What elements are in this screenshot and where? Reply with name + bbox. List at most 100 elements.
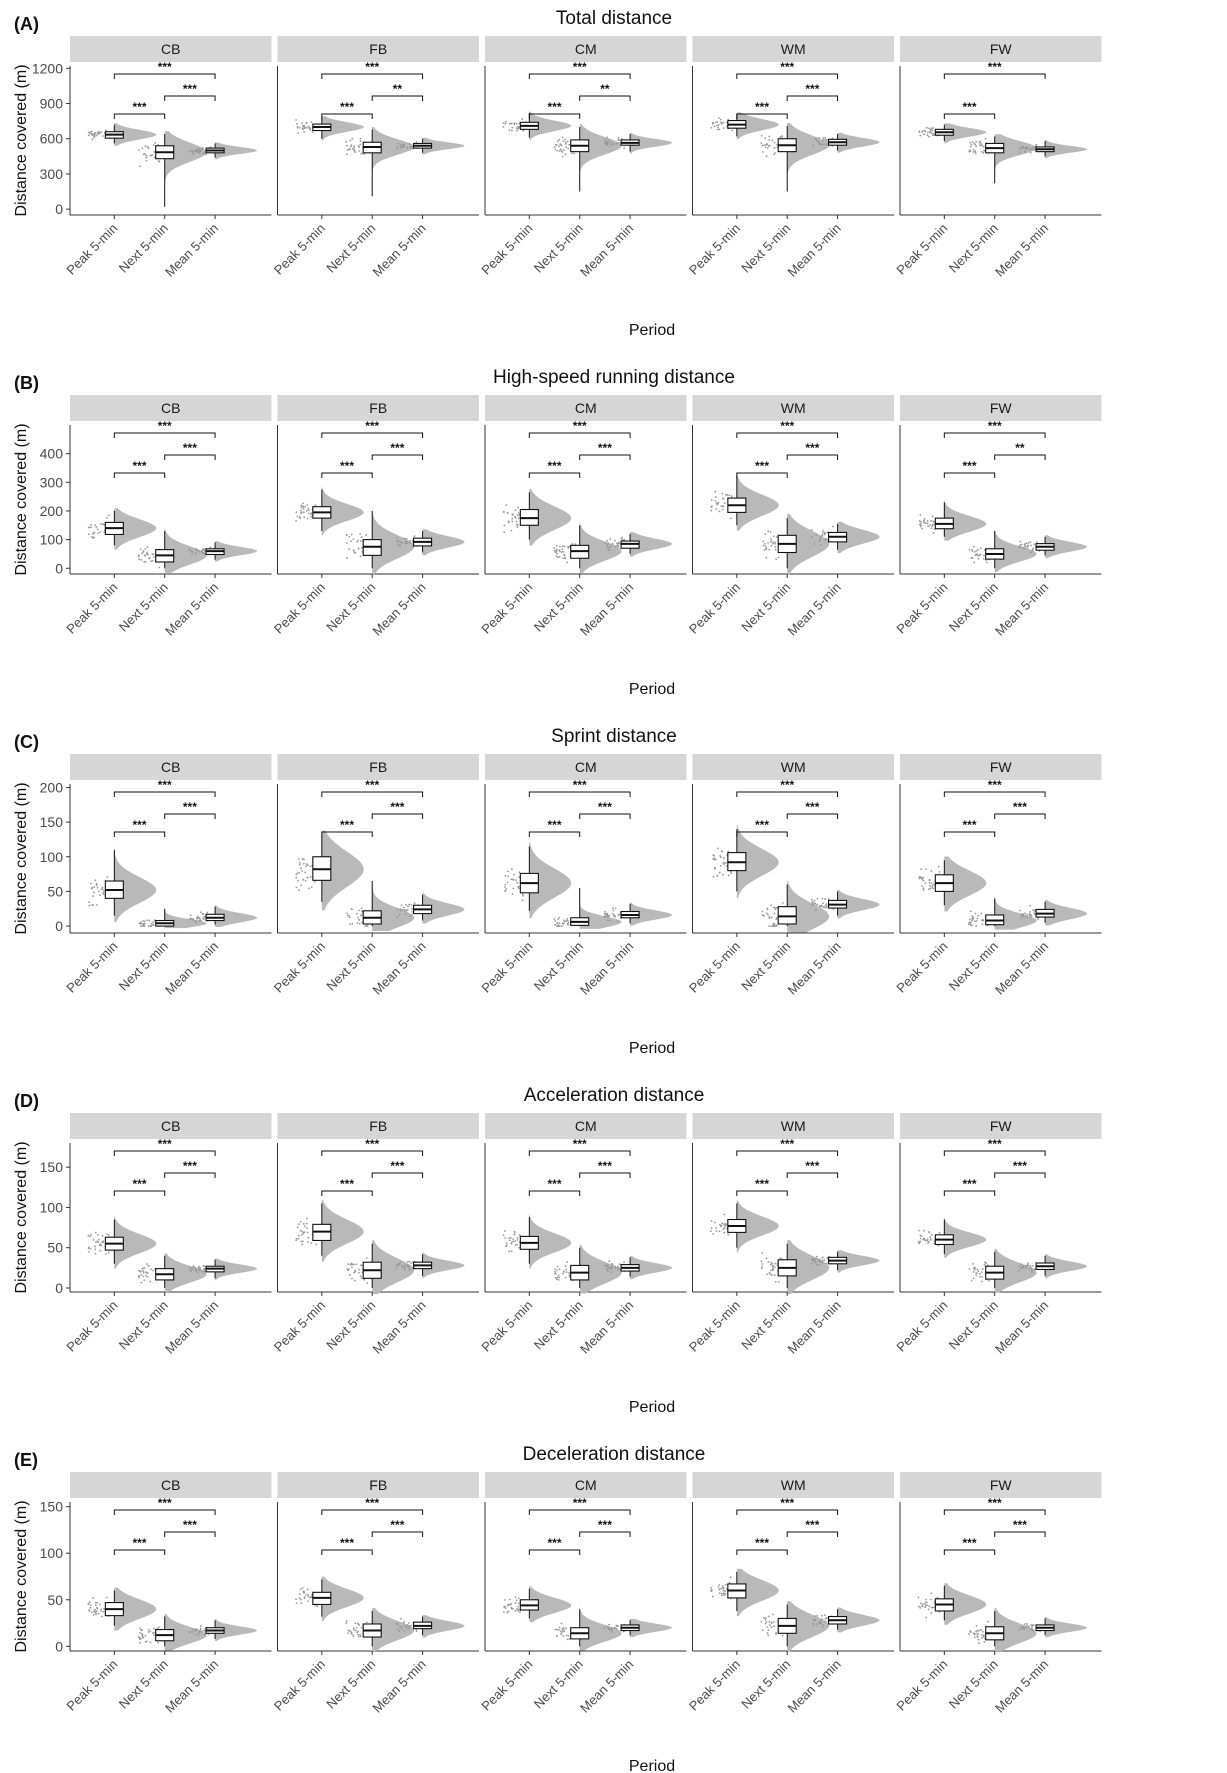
data-point <box>969 141 972 144</box>
data-point <box>980 912 983 915</box>
data-point <box>301 505 304 508</box>
data-point <box>195 1628 198 1630</box>
data-point <box>822 138 825 141</box>
bracket-line <box>528 1549 581 1555</box>
data-point <box>773 1625 775 1628</box>
data-point <box>710 499 713 501</box>
data-point <box>350 144 353 146</box>
significance-bracket: *** <box>528 1137 631 1156</box>
facet-label: CM <box>575 1477 597 1493</box>
data-point <box>553 918 556 920</box>
bracket-line <box>736 73 839 79</box>
data-point <box>761 1629 764 1632</box>
data-point <box>720 505 723 508</box>
bracket-line <box>113 73 216 79</box>
data-point <box>816 140 819 142</box>
data-point <box>517 517 520 520</box>
data-point <box>722 1587 725 1590</box>
data-point <box>566 923 569 926</box>
data-point <box>98 1238 100 1241</box>
data-point <box>300 506 303 509</box>
data-point <box>295 876 298 879</box>
data-point <box>199 1268 202 1271</box>
data-point <box>359 1264 362 1267</box>
data-point <box>604 140 607 143</box>
x-tick-label: Peak 5-min <box>271 580 328 637</box>
data-point <box>360 536 363 539</box>
data-point <box>976 554 979 557</box>
y-tick-label: 100 <box>40 1199 64 1215</box>
significance-bracket: *** <box>736 818 788 837</box>
data-point <box>614 907 617 910</box>
data-point <box>821 140 824 143</box>
data-point <box>147 1264 150 1267</box>
data-point <box>767 913 769 916</box>
data-point <box>975 1625 978 1627</box>
data-point <box>723 502 726 505</box>
data-point <box>353 146 355 149</box>
x-tick-label: Peak 5-min <box>893 580 950 637</box>
facet-strip <box>692 36 894 62</box>
data-point <box>760 1620 763 1623</box>
data-point <box>307 1600 310 1603</box>
x-tick-label: Peak 5-min <box>686 221 743 278</box>
data-point <box>191 1631 193 1633</box>
significance-label: *** <box>963 818 977 832</box>
data-point <box>725 865 728 867</box>
significance-bracket: *** <box>113 1177 166 1196</box>
data-point <box>938 871 941 873</box>
data-point <box>364 925 367 927</box>
density-cloud <box>529 842 572 919</box>
data-point <box>144 1641 147 1643</box>
significance-label: *** <box>133 1177 147 1191</box>
data-point <box>102 1241 104 1244</box>
data-point <box>197 1634 199 1637</box>
significance-label: *** <box>963 100 977 114</box>
data-point <box>978 1642 981 1645</box>
data-point <box>558 922 561 925</box>
data-point <box>361 152 363 155</box>
data-point <box>206 911 209 914</box>
data-point <box>986 561 988 564</box>
data-point <box>1029 541 1032 543</box>
data-point <box>766 908 769 911</box>
bracket-line <box>994 813 1046 819</box>
data-point <box>813 902 816 905</box>
data-point <box>770 925 773 927</box>
significance-bracket: *** <box>943 1536 996 1555</box>
data-point <box>983 554 985 557</box>
data-point <box>610 141 613 144</box>
data-point <box>918 520 921 522</box>
bracket-line <box>943 472 996 478</box>
bracket-line <box>528 831 581 837</box>
data-point <box>303 1592 306 1594</box>
data-point <box>521 118 524 120</box>
data-point <box>357 539 359 542</box>
data-point <box>981 144 984 147</box>
data-point <box>193 553 196 556</box>
data-point <box>777 556 780 559</box>
data-point <box>408 1260 411 1263</box>
bracket-line <box>321 73 424 79</box>
data-point <box>517 1605 519 1608</box>
y-tick-label: 900 <box>40 96 64 112</box>
data-point <box>1025 1622 1028 1625</box>
data-point <box>1026 916 1029 918</box>
bracket-line <box>736 432 839 438</box>
data-point <box>406 1624 409 1626</box>
data-point <box>100 1608 103 1611</box>
data-point <box>821 1259 824 1262</box>
data-point <box>1035 541 1038 544</box>
data-point <box>932 883 935 886</box>
data-point <box>556 149 559 152</box>
data-point <box>347 1263 350 1265</box>
data-point <box>199 1628 202 1631</box>
data-point <box>928 131 931 134</box>
data-point <box>568 1274 571 1277</box>
data-point <box>613 142 616 145</box>
significance-label: *** <box>963 459 977 473</box>
x-tick-label: Peak 5-min <box>478 221 535 278</box>
